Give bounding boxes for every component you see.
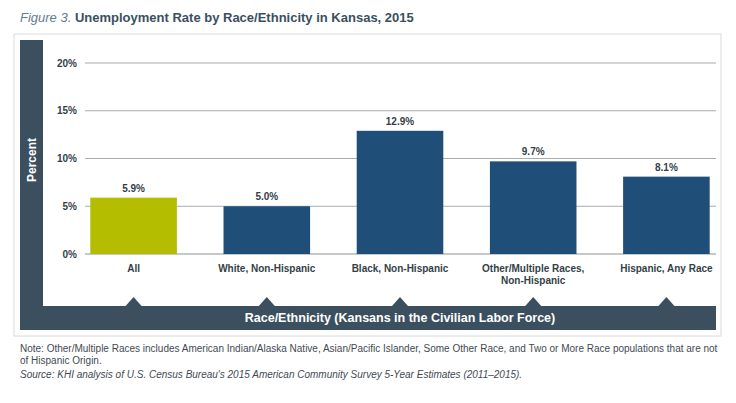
bar xyxy=(490,161,577,254)
grid-line xyxy=(85,63,716,64)
source: Source: KHI analysis of U.S. Census Bure… xyxy=(20,369,522,380)
bar xyxy=(224,206,311,254)
data-label: 8.1% xyxy=(655,162,678,173)
x-tick-label: White, Non-Hispanic xyxy=(218,263,316,274)
bar xyxy=(623,177,710,254)
x-tick-line: All xyxy=(127,263,140,274)
category-pointer xyxy=(525,297,541,306)
y-axis-label: Percent xyxy=(25,138,39,182)
x-tick-line: Non-Hispanic xyxy=(501,275,566,286)
chart-root: Figure 3. Unemployment Rate by Race/Ethn… xyxy=(0,0,736,403)
x-tick-label: Other/Multiple Races,Non-Hispanic xyxy=(482,263,584,286)
x-tick-line: Other/Multiple Races, xyxy=(482,263,584,274)
bar xyxy=(357,131,444,254)
title-main: Unemployment Rate by Race/Ethnicity in K… xyxy=(75,10,414,25)
y-tick-label: 15% xyxy=(57,105,77,116)
y-axis-band xyxy=(20,40,43,330)
category-pointer xyxy=(658,297,674,306)
data-label: 9.7% xyxy=(522,146,545,157)
y-tick-label: 20% xyxy=(57,58,77,69)
category-pointer xyxy=(259,297,275,306)
title-prefix: Figure 3. xyxy=(20,10,75,25)
data-label: 5.9% xyxy=(122,183,145,194)
note-line: Note: Other/Multiple Races includes Amer… xyxy=(20,343,718,354)
note: Note: Other/Multiple Races includes Amer… xyxy=(20,343,718,366)
x-axis-label: Race/Ethnicity (Kansans in the Civilian … xyxy=(245,311,556,325)
y-tick-label: 10% xyxy=(57,153,77,164)
x-axis-band xyxy=(20,306,716,330)
category-pointer xyxy=(392,297,408,306)
x-tick-label: Black, Non-Hispanic xyxy=(352,263,449,274)
x-tick-line: White, Non-Hispanic xyxy=(218,263,316,274)
panel xyxy=(14,34,721,336)
data-label: 12.9% xyxy=(386,116,414,127)
x-tick-line: Hispanic, Any Race xyxy=(620,263,713,274)
data-label: 5.0% xyxy=(255,191,278,202)
x-tick-label: Hispanic, Any Race xyxy=(620,263,713,274)
title: Figure 3. Unemployment Rate by Race/Ethn… xyxy=(20,10,414,25)
category-pointer xyxy=(126,297,142,306)
grid-line xyxy=(85,110,716,111)
bar xyxy=(90,198,177,254)
y-tick-label: 5% xyxy=(63,201,78,212)
x-tick-label: All xyxy=(127,263,140,274)
note-line: of Hispanic Origin. xyxy=(20,355,102,366)
x-tick-line: Black, Non-Hispanic xyxy=(352,263,449,274)
bars xyxy=(90,131,709,254)
y-tick-label: 0% xyxy=(63,249,78,260)
